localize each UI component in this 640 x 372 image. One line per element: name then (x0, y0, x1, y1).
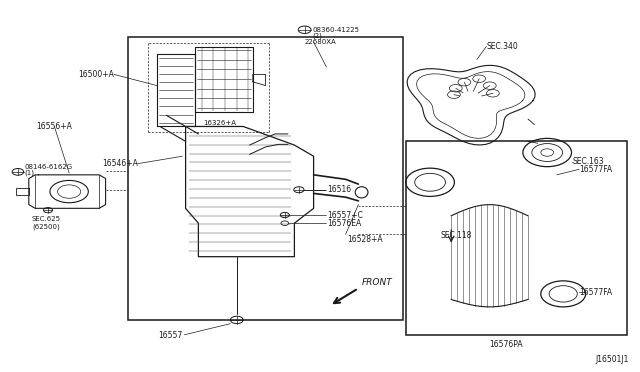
Text: 08146-6162G: 08146-6162G (24, 164, 72, 170)
Text: FRONT: FRONT (362, 278, 392, 287)
Text: (62500): (62500) (32, 223, 60, 230)
Text: 16577FA: 16577FA (579, 165, 612, 174)
Text: 22680XA: 22680XA (305, 39, 337, 45)
Text: 16577FA: 16577FA (579, 288, 612, 296)
Text: 16516: 16516 (328, 185, 352, 194)
Text: 08360-41225: 08360-41225 (312, 27, 359, 33)
Text: 16557+C: 16557+C (328, 211, 364, 219)
Bar (406, 141, 627, 335)
Text: 16528+A: 16528+A (347, 235, 383, 244)
Text: SEC.163: SEC.163 (573, 157, 604, 166)
Text: (1): (1) (24, 169, 35, 176)
Text: 16500+A: 16500+A (78, 70, 114, 79)
Text: (2): (2) (312, 33, 322, 39)
Text: SEC.118: SEC.118 (440, 231, 472, 240)
Text: 16576EA: 16576EA (328, 219, 362, 228)
Bar (128, 37, 403, 320)
Text: 16556+A: 16556+A (36, 122, 72, 131)
Text: 16557: 16557 (158, 331, 182, 340)
Text: SEC.625: SEC.625 (32, 216, 61, 222)
Text: J16501J1: J16501J1 (595, 355, 628, 364)
Text: 16326+A: 16326+A (204, 120, 237, 126)
Text: 16576PA: 16576PA (489, 340, 522, 349)
Text: 16546+A: 16546+A (102, 159, 138, 168)
Text: SEC.340: SEC.340 (486, 42, 518, 51)
